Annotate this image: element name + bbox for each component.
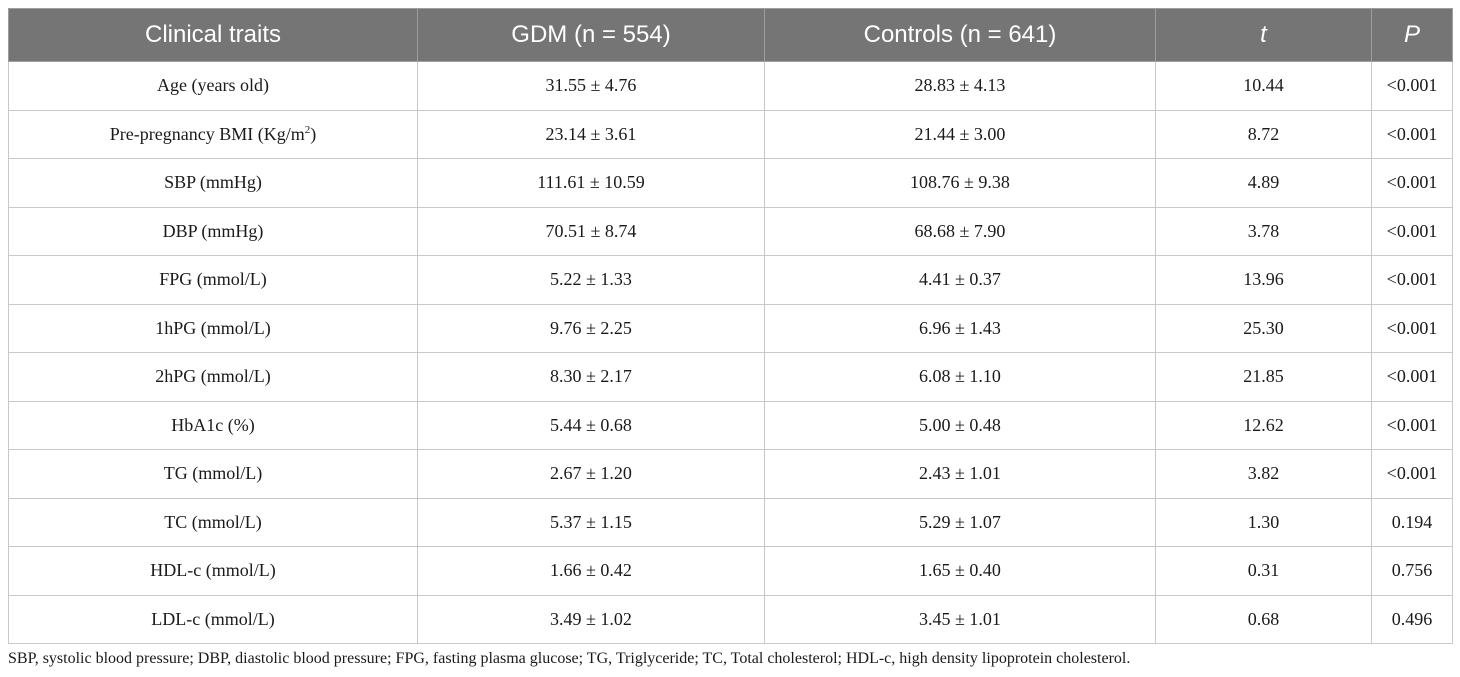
t-cell: 8.72 xyxy=(1155,109,1372,159)
controls-cell: 5.00 ± 0.48 xyxy=(764,400,1156,450)
controls-cell: 21.44 ± 3.00 xyxy=(764,109,1156,159)
trait-cell: 2hPG (mmol/L) xyxy=(8,352,418,402)
p-cell: <0.001 xyxy=(1371,352,1453,402)
gdm-cell: 3.49 ± 1.02 xyxy=(417,594,765,644)
header-gdm: GDM (n = 554) xyxy=(417,8,765,62)
controls-cell: 3.45 ± 1.01 xyxy=(764,594,1156,644)
trait-cell: Pre-pregnancy BMI (Kg/m2) xyxy=(8,109,418,159)
controls-cell: 2.43 ± 1.01 xyxy=(764,449,1156,499)
trait-cell: 1hPG (mmol/L) xyxy=(8,303,418,353)
controls-cell: 6.96 ± 1.43 xyxy=(764,303,1156,353)
t-cell: 3.78 xyxy=(1155,206,1372,256)
table-body: Age (years old) 31.55 ± 4.76 28.83 ± 4.1… xyxy=(8,61,1453,644)
clinical-traits-table: Clinical traits GDM (n = 554) Controls (… xyxy=(8,8,1453,644)
table-row: DBP (mmHg) 70.51 ± 8.74 68.68 ± 7.90 3.7… xyxy=(8,206,1453,256)
table-row: 2hPG (mmol/L) 8.30 ± 2.17 6.08 ± 1.10 21… xyxy=(8,352,1453,402)
p-cell: 0.194 xyxy=(1371,497,1453,547)
p-cell: <0.001 xyxy=(1371,61,1453,111)
controls-cell: 1.65 ± 0.40 xyxy=(764,546,1156,596)
header-p: P xyxy=(1371,8,1453,62)
trait-cell: TC (mmol/L) xyxy=(8,497,418,547)
controls-cell: 108.76 ± 9.38 xyxy=(764,158,1156,208)
t-cell: 3.82 xyxy=(1155,449,1372,499)
header-clinical-traits: Clinical traits xyxy=(8,8,418,62)
trait-cell: LDL-c (mmol/L) xyxy=(8,594,418,644)
t-cell: 12.62 xyxy=(1155,400,1372,450)
p-cell: <0.001 xyxy=(1371,255,1453,305)
gdm-cell: 2.67 ± 1.20 xyxy=(417,449,765,499)
trait-cell: FPG (mmol/L) xyxy=(8,255,418,305)
t-cell: 10.44 xyxy=(1155,61,1372,111)
header-t: t xyxy=(1155,8,1372,62)
trait-cell: SBP (mmHg) xyxy=(8,158,418,208)
table-row: FPG (mmol/L) 5.22 ± 1.33 4.41 ± 0.37 13.… xyxy=(8,255,1453,305)
table-row: Age (years old) 31.55 ± 4.76 28.83 ± 4.1… xyxy=(8,61,1453,111)
table-row: SBP (mmHg) 111.61 ± 10.59 108.76 ± 9.38 … xyxy=(8,158,1453,208)
gdm-cell: 9.76 ± 2.25 xyxy=(417,303,765,353)
gdm-cell: 31.55 ± 4.76 xyxy=(417,61,765,111)
t-cell: 1.30 xyxy=(1155,497,1372,547)
p-cell: <0.001 xyxy=(1371,303,1453,353)
trait-cell: HDL-c (mmol/L) xyxy=(8,546,418,596)
p-cell: <0.001 xyxy=(1371,158,1453,208)
p-cell: <0.001 xyxy=(1371,449,1453,499)
gdm-cell: 23.14 ± 3.61 xyxy=(417,109,765,159)
table-row: HDL-c (mmol/L) 1.66 ± 0.42 1.65 ± 0.40 0… xyxy=(8,546,1453,596)
gdm-cell: 5.44 ± 0.68 xyxy=(417,400,765,450)
controls-cell: 4.41 ± 0.37 xyxy=(764,255,1156,305)
controls-cell: 6.08 ± 1.10 xyxy=(764,352,1156,402)
table-header: Clinical traits GDM (n = 554) Controls (… xyxy=(8,8,1453,62)
header-row: Clinical traits GDM (n = 554) Controls (… xyxy=(8,8,1453,62)
p-cell: <0.001 xyxy=(1371,400,1453,450)
p-cell: <0.001 xyxy=(1371,109,1453,159)
table-row: LDL-c (mmol/L) 3.49 ± 1.02 3.45 ± 1.01 0… xyxy=(8,594,1453,644)
t-cell: 0.68 xyxy=(1155,594,1372,644)
trait-cell: HbA1c (%) xyxy=(8,400,418,450)
trait-cell: Age (years old) xyxy=(8,61,418,111)
controls-cell: 5.29 ± 1.07 xyxy=(764,497,1156,547)
table-row: TC (mmol/L) 5.37 ± 1.15 5.29 ± 1.07 1.30… xyxy=(8,497,1453,547)
gdm-cell: 8.30 ± 2.17 xyxy=(417,352,765,402)
gdm-cell: 5.37 ± 1.15 xyxy=(417,497,765,547)
table-row: HbA1c (%) 5.44 ± 0.68 5.00 ± 0.48 12.62 … xyxy=(8,400,1453,450)
table-row: Pre-pregnancy BMI (Kg/m2) 23.14 ± 3.61 2… xyxy=(8,109,1453,159)
gdm-cell: 111.61 ± 10.59 xyxy=(417,158,765,208)
gdm-cell: 1.66 ± 0.42 xyxy=(417,546,765,596)
table-row: TG (mmol/L) 2.67 ± 1.20 2.43 ± 1.01 3.82… xyxy=(8,449,1453,499)
t-cell: 25.30 xyxy=(1155,303,1372,353)
p-cell: 0.756 xyxy=(1371,546,1453,596)
controls-cell: 68.68 ± 7.90 xyxy=(764,206,1156,256)
t-cell: 13.96 xyxy=(1155,255,1372,305)
t-cell: 4.89 xyxy=(1155,158,1372,208)
p-cell: <0.001 xyxy=(1371,206,1453,256)
p-cell: 0.496 xyxy=(1371,594,1453,644)
trait-cell: DBP (mmHg) xyxy=(8,206,418,256)
controls-cell: 28.83 ± 4.13 xyxy=(764,61,1156,111)
table-footnote: SBP, systolic blood pressure; DBP, diast… xyxy=(8,650,1131,667)
gdm-cell: 5.22 ± 1.33 xyxy=(417,255,765,305)
t-cell: 0.31 xyxy=(1155,546,1372,596)
gdm-cell: 70.51 ± 8.74 xyxy=(417,206,765,256)
trait-cell: TG (mmol/L) xyxy=(8,449,418,499)
table-row: 1hPG (mmol/L) 9.76 ± 2.25 6.96 ± 1.43 25… xyxy=(8,303,1453,353)
t-cell: 21.85 xyxy=(1155,352,1372,402)
header-controls: Controls (n = 641) xyxy=(764,8,1156,62)
